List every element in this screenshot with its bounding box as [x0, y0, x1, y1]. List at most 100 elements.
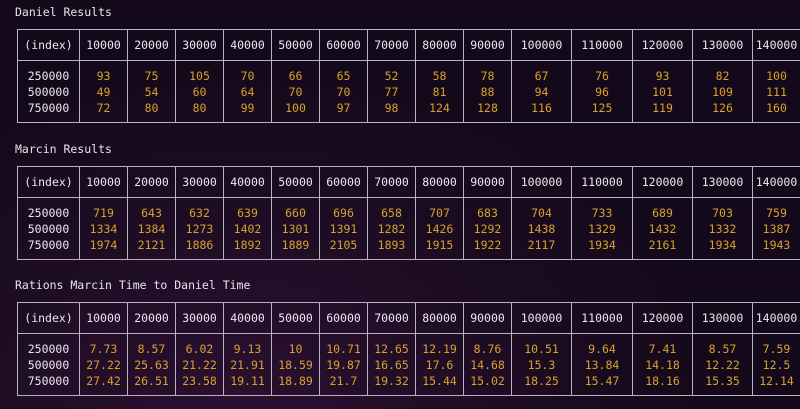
cell-value: 97 — [336, 100, 351, 115]
table-row: 250000 500000 750000 7.73 27.22 27.42 8.57… — [17, 333, 800, 396]
cell-value: 125 — [591, 100, 613, 115]
column-header: 140000 — [752, 302, 800, 334]
row-index: 250000 — [27, 205, 70, 220]
column-header: 140000 — [752, 29, 800, 61]
cell-value: 12.22 — [705, 357, 740, 372]
cell-value: 1438 — [527, 221, 556, 236]
cell-value: 126 — [712, 100, 733, 115]
cell-value: 18.25 — [524, 373, 559, 388]
cell-value: 15.3 — [527, 357, 556, 372]
column-header: 20000 — [127, 166, 176, 198]
cell-value: 1426 — [425, 221, 454, 236]
cell-value: 111 — [766, 84, 787, 99]
value-cell: 683 1292 1922 — [463, 197, 512, 260]
cell-value: 75 — [144, 68, 159, 83]
cell-value: 1387 — [762, 221, 791, 236]
cell-value: 707 — [429, 205, 450, 220]
results-table: (index) 10000 20000 30000 40000 50000 60… — [17, 302, 800, 396]
value-cell: 696 1391 2105 — [319, 197, 368, 260]
cell-value: 80 — [144, 100, 159, 115]
value-cell: 6.02 21.22 23.58 — [175, 333, 224, 396]
table-row: 250000 500000 750000 719 1334 1974 643 1384… — [17, 197, 800, 260]
row-index-cell: 250000 500000 750000 — [17, 333, 80, 396]
cell-value: 1292 — [473, 221, 502, 236]
column-header: 130000 — [692, 166, 753, 198]
row-index: 750000 — [27, 100, 70, 115]
value-cell: 93 101 119 — [632, 60, 693, 123]
cell-value: 13.84 — [584, 357, 620, 372]
header-row: (index) 10000 20000 30000 40000 50000 60… — [17, 29, 800, 61]
value-cell: 67 94 116 — [511, 60, 572, 123]
row-index: 750000 — [27, 373, 70, 388]
cell-value: 98 — [384, 100, 399, 115]
cell-value: 64 — [240, 84, 255, 99]
value-cell: 76 96 125 — [571, 60, 633, 123]
cell-value: 1934 — [588, 237, 616, 252]
cell-value: 733 — [591, 205, 613, 220]
cell-value: 27.22 — [86, 357, 121, 372]
column-header: 100000 — [511, 302, 572, 334]
value-cell: 733 1329 1934 — [571, 197, 633, 260]
cell-value: 23.58 — [182, 373, 217, 388]
row-index: 500000 — [27, 84, 70, 99]
value-cell: 82 109 126 — [692, 60, 753, 123]
column-header: (index) — [17, 29, 80, 61]
cell-value: 19.87 — [326, 357, 361, 372]
cell-value: 696 — [333, 205, 354, 220]
column-header: 60000 — [319, 166, 368, 198]
value-cell: 12.65 16.65 19.32 — [367, 333, 416, 396]
section-title: Rations Marcin Time to Daniel Time — [15, 278, 251, 292]
value-cell: 8.57 12.22 15.35 — [692, 333, 753, 396]
value-cell: 719 1334 1974 — [79, 197, 128, 260]
column-header: 80000 — [415, 166, 464, 198]
cell-value: 93 — [655, 68, 670, 83]
value-cell: 8.76 14.68 15.02 — [463, 333, 512, 396]
cell-value: 105 — [189, 68, 210, 83]
column-header: 110000 — [571, 166, 633, 198]
cell-value: 1329 — [588, 221, 616, 236]
cell-value: 639 — [237, 205, 258, 220]
column-header: 90000 — [463, 166, 512, 198]
cell-value: 1334 — [89, 221, 118, 236]
column-header: (index) — [17, 302, 80, 334]
value-cell: 10.51 15.3 18.25 — [511, 333, 572, 396]
cell-value: 2121 — [137, 237, 166, 252]
value-cell: 9.64 13.84 15.47 — [571, 333, 633, 396]
column-header: 40000 — [223, 166, 272, 198]
column-header: 130000 — [692, 302, 753, 334]
cell-value: 2105 — [329, 237, 358, 252]
cell-value: 66 — [288, 68, 303, 83]
cell-value: 17.6 — [425, 357, 454, 372]
cell-value: 759 — [766, 205, 787, 220]
value-cell: 689 1432 2161 — [632, 197, 693, 260]
value-cell: 66 70 100 — [271, 60, 320, 123]
cell-value: 100 — [766, 68, 787, 83]
cell-value: 8.57 — [708, 341, 737, 356]
cell-value: 1922 — [473, 237, 502, 252]
cell-value: 116 — [531, 100, 552, 115]
value-cell: 93 49 72 — [79, 60, 128, 123]
cell-value: 2161 — [648, 237, 677, 252]
cell-value: 21.91 — [230, 357, 265, 372]
cell-value: 16.65 — [374, 357, 409, 372]
cell-value: 160 — [766, 100, 787, 115]
header-row: (index) 10000 20000 30000 40000 50000 60… — [17, 302, 800, 334]
value-cell: 52 77 98 — [367, 60, 416, 123]
value-cell: 9.13 21.91 19.11 — [223, 333, 272, 396]
cell-value: 7.73 — [89, 341, 118, 356]
value-cell: 759 1387 1943 — [752, 197, 800, 260]
cell-value: 1892 — [233, 237, 262, 252]
column-header: 80000 — [415, 29, 464, 61]
cell-value: 70 — [336, 84, 351, 99]
cell-value: 1301 — [281, 221, 310, 236]
cell-value: 8.57 — [137, 341, 166, 356]
cell-value: 703 — [712, 205, 733, 220]
cell-value: 70 — [240, 68, 255, 83]
section-title: Daniel Results — [15, 5, 112, 19]
cell-value: 65 — [336, 68, 351, 83]
cell-value: 1974 — [89, 237, 118, 252]
cell-value: 128 — [477, 100, 498, 115]
header-row: (index) 10000 20000 30000 40000 50000 60… — [17, 166, 800, 198]
row-index: 250000 — [27, 341, 70, 356]
cell-value: 49 — [96, 84, 111, 99]
